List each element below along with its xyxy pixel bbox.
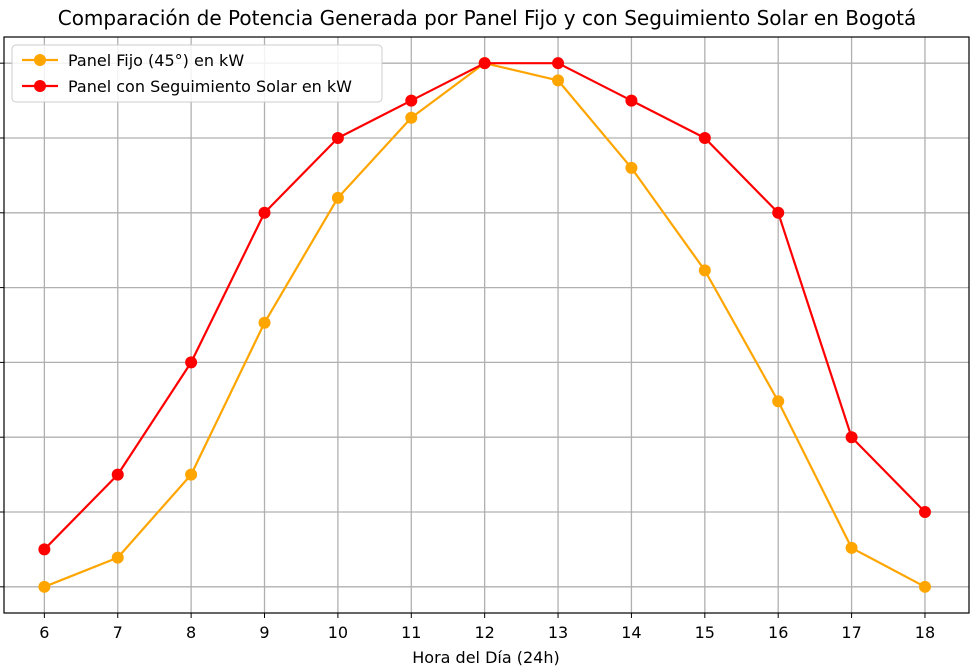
x-tick-label: 12 [474, 623, 494, 642]
data-point [185, 356, 198, 369]
data-point [38, 580, 51, 593]
data-point [918, 506, 931, 519]
axes-frame [3, 36, 970, 614]
x-axis-label: Hora del Día (24h) [412, 648, 559, 667]
data-point [845, 431, 858, 444]
legend-marker [34, 80, 46, 92]
data-point [698, 264, 711, 277]
data-point [111, 551, 124, 564]
x-ticks: 6 7 8 9 10 11 12 13 14 15 16 17 18 [39, 613, 935, 642]
data-point [772, 206, 785, 219]
data-point [478, 57, 491, 70]
data-point [625, 94, 638, 107]
legend-label: Panel Fijo (45°) en kW [68, 51, 244, 70]
data-point [772, 395, 785, 408]
data-point [845, 541, 858, 554]
x-tick-label: 8 [186, 623, 196, 642]
data-point [258, 316, 271, 329]
legend-marker [34, 54, 46, 66]
data-point [331, 191, 344, 204]
data-point [258, 206, 271, 219]
legend-item: Panel con Seguimiento Solar en kW [22, 77, 352, 96]
x-tick-label: 6 [39, 623, 49, 642]
x-tick-label: 7 [113, 623, 123, 642]
x-tick-label: 17 [841, 623, 861, 642]
chart-title: Comparación de Potencia Generada por Pan… [58, 6, 917, 30]
data-point [698, 131, 711, 144]
legend: Panel Fijo (45°) en kW Panel con Seguimie… [11, 44, 383, 103]
x-tick-label: 10 [328, 623, 348, 642]
series-2 [38, 57, 931, 556]
legend-label: Panel con Seguimiento Solar en kW [68, 77, 352, 96]
y-ticks [0, 62, 4, 588]
data-point [38, 543, 51, 556]
legend-item: Panel Fijo (45°) en kW [22, 51, 244, 70]
x-tick-label: 14 [621, 623, 641, 642]
data-point [918, 580, 931, 593]
plot-area: 6 7 8 9 10 11 12 13 14 15 16 17 18 Panel Fijo (45°) e… [0, 36, 970, 642]
data-point [552, 74, 565, 87]
data-point [552, 57, 565, 70]
grid [4, 37, 969, 613]
data-point [331, 131, 344, 144]
data-point [185, 468, 198, 481]
data-point [405, 94, 418, 107]
data-point [405, 111, 418, 124]
x-tick-label: 16 [768, 623, 788, 642]
x-tick-label: 15 [695, 623, 715, 642]
data-point [625, 161, 638, 174]
data-point [111, 468, 124, 481]
x-tick-label: 13 [548, 623, 568, 642]
x-tick-label: 18 [915, 623, 935, 642]
x-tick-label: 9 [259, 623, 269, 642]
legend-box [11, 44, 383, 103]
x-tick-label: 11 [401, 623, 421, 642]
